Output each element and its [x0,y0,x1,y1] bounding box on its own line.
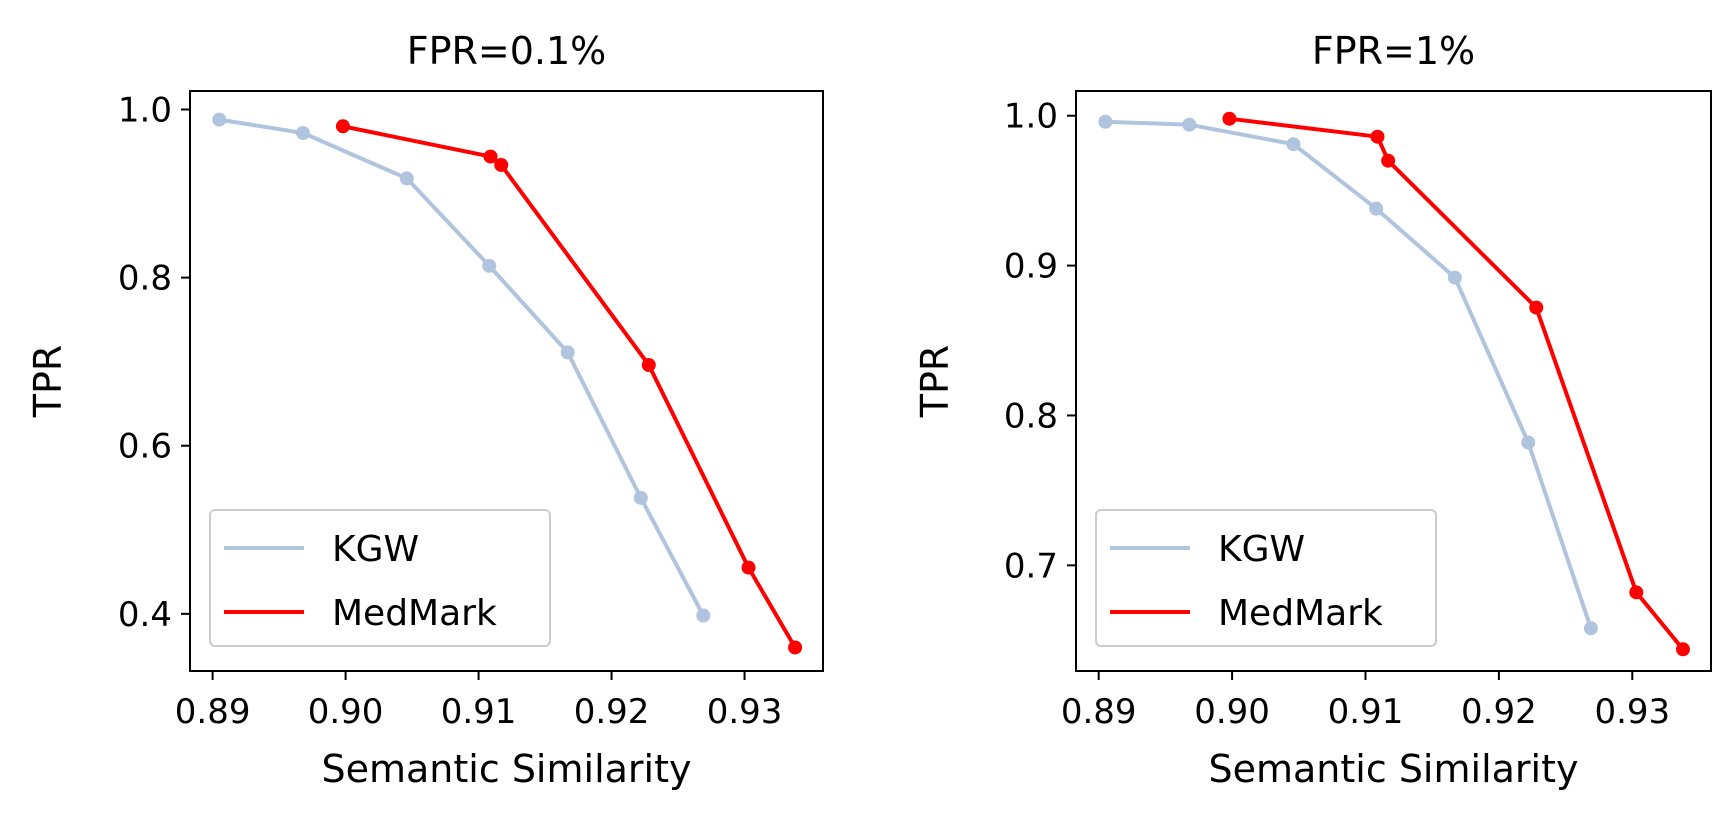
legend: KGW MedMark [209,509,551,647]
x-tick-label: 0.92 [574,692,650,732]
plot-area [212,112,803,655]
x-axis-label: Semantic Similarity [322,747,692,791]
data-point-medmark [1675,642,1690,657]
y-tick-label: 0.8 [118,259,172,299]
legend-label-medmark: MedMark [1218,593,1383,634]
series-line-medmark [342,124,797,649]
data-point-kgw [212,112,227,127]
x-tick-label: 0.92 [1461,692,1537,732]
x-axis-label: Semantic Similarity [1209,747,1579,791]
data-point-kgw [296,126,311,141]
y-tick-label: 1.0 [1004,97,1058,137]
y-tick-label: 0.8 [1004,396,1058,436]
y-axis-label: TPR [26,345,70,419]
y-tick-label: 1.0 [118,90,172,130]
data-point-medmark [483,149,498,164]
plot-area [1098,111,1690,657]
data-point-kgw [1182,117,1197,132]
data-point-kgw [1447,270,1462,285]
x-tick-label: 0.90 [1194,692,1270,732]
x-tick-label: 0.93 [1594,692,1670,732]
y-tick-label: 0.9 [1004,247,1058,287]
data-point-kgw [399,171,414,186]
y-tick-label: 0.7 [1004,546,1058,586]
axes-frame [189,90,824,672]
data-point-medmark [1529,300,1544,315]
legend: KGW MedMark [1095,509,1437,647]
data-point-medmark [335,119,350,134]
chart-title: FPR=1% [1312,29,1475,73]
data-point-kgw [1521,435,1536,450]
x-tick-label: 0.89 [175,692,251,732]
y-axis-label: TPR [913,345,957,419]
data-point-kgw [1583,621,1598,636]
data-point-medmark [741,560,756,575]
x-tick-label: 0.91 [441,692,517,732]
legend-label-medmark: MedMark [332,593,497,634]
data-point-kgw [1098,114,1113,129]
legend-label-kgw: KGW [332,529,419,570]
x-tick-label: 0.93 [707,692,783,732]
series-line-medmark [1229,116,1685,651]
x-tick-label: 0.91 [1328,692,1404,732]
data-point-medmark [1629,585,1644,600]
x-tick-label: 0.90 [308,692,384,732]
data-point-kgw [696,608,711,623]
data-point-medmark [1370,129,1385,144]
data-point-kgw [482,258,497,273]
chart-panel-left: FPR=0.1% Semantic Similarity TPR 0.89 0.90 0.… [26,29,824,791]
legend-label-kgw: KGW [1218,529,1305,570]
x-tick-label: 0.89 [1061,692,1137,732]
data-point-kgw [560,345,575,360]
data-point-medmark [494,157,509,172]
axes-frame [1075,90,1712,672]
chart-title: FPR=0.1% [407,29,607,73]
data-point-medmark [1222,111,1237,126]
data-point-kgw [633,490,648,505]
y-tick-label: 0.4 [118,595,172,635]
data-point-medmark [641,358,656,373]
data-point-medmark [1381,153,1396,168]
data-point-kgw [1369,201,1384,216]
y-tick-label: 0.6 [118,427,172,467]
data-point-kgw [1286,137,1301,152]
data-point-medmark [788,640,803,655]
